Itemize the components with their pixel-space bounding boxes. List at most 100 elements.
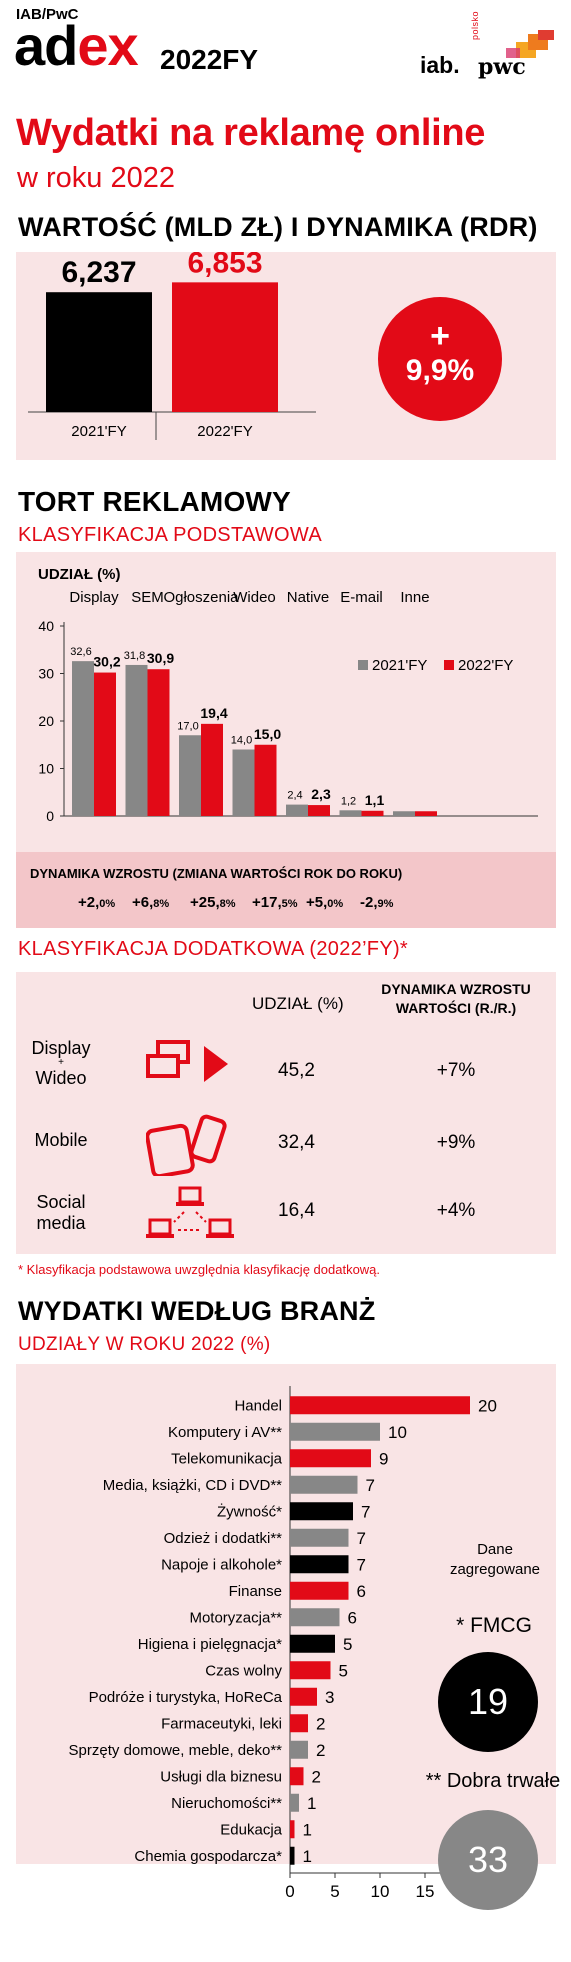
share-y-tick: 40 (38, 618, 54, 634)
iab-logo: iab. (420, 52, 460, 79)
col-growth-header-line1: DYNAMIKA WZROSTU (381, 981, 531, 997)
industry-bar (290, 1740, 308, 1759)
industry-bar (290, 1687, 317, 1706)
growth-value-int: +6, (132, 894, 154, 911)
share-bar-label: 2,4 (287, 790, 302, 802)
industry-bar-label: 2 (316, 1714, 325, 1733)
share-category-label: Display (69, 589, 119, 606)
dynamics-circle: + 9,9% (378, 297, 502, 421)
display-video-icon (146, 1040, 228, 1082)
durable-circle: 33 (438, 1810, 538, 1910)
industry-bar (290, 1422, 380, 1441)
industry-bar (290, 1846, 295, 1865)
share-bar-label: 15,0 (254, 726, 281, 742)
industry-category-label: Motoryzacja** (189, 1609, 282, 1626)
industry-category-label: Media, książki, CD i DVD** (103, 1477, 282, 1494)
share-bar-label: 2,3 (311, 786, 331, 802)
share-bar-label: 30,9 (147, 650, 174, 666)
growth-panel: DYNAMIKA WZROSTU (ZMIANA WARTOŚCI ROK DO… (16, 852, 556, 928)
col-share-header: UDZIAŁ (%) (252, 994, 344, 1013)
industry-category-label: Higiena i pielęgnacja* (138, 1636, 282, 1653)
industry-bar (290, 1396, 470, 1415)
share-bar (94, 672, 116, 816)
extra-row-mobile: Mobile 32,4 +9% (16, 1112, 556, 1182)
iab-country-label: polsko (470, 10, 480, 40)
growth-value-int: +2, (78, 894, 100, 911)
mobile-devices-icon (146, 1114, 227, 1176)
growth-value-int: +25, (190, 894, 220, 911)
extra-panel: UDZIAŁ (%) DYNAMIKA WZROSTU WARTOŚCI (R.… (16, 972, 556, 1254)
industry-bar-label: 6 (357, 1582, 366, 1601)
value-bar (46, 292, 152, 412)
growth-value: +5,0% (306, 894, 343, 911)
share-legend-swatch (358, 660, 368, 670)
industry-category-label: Odzież i dodatki** (164, 1530, 283, 1547)
extra-row-growth: +9% (436, 1132, 476, 1153)
share-y-tick: 20 (38, 713, 54, 729)
fmcg-circle: 19 (438, 1652, 538, 1752)
adex-logo: adex (14, 18, 139, 74)
fmcg-label: * FMCG (456, 1614, 532, 1637)
share-bar-label: 30,2 (93, 654, 120, 670)
adex-logo-ad: ad (14, 14, 78, 77)
pwc-blocks-icon (506, 30, 554, 58)
pie-section-subheading: KLASYFIKACJA PODSTAWOWA (18, 524, 322, 546)
industry-bar (290, 1714, 308, 1733)
industry-category-label: Farmaceutyki, leki (161, 1715, 282, 1732)
share-bar-label: 1,1 (365, 792, 385, 808)
extra-row-label: Display + Wideo (26, 1038, 96, 1088)
industry-bar (290, 1608, 340, 1627)
share-bar-label: 19,4 (200, 705, 227, 721)
share-category-label: SEM (131, 589, 164, 606)
value-section-heading: WARTOŚĆ (MLD ZŁ) I DYNAMIKA (RDR) (18, 212, 538, 242)
industry-category-label: Napoje i alkohole* (161, 1556, 282, 1573)
share-y-tick: 30 (38, 666, 54, 682)
share-bar (339, 810, 362, 816)
industry-panel (16, 1364, 556, 1864)
value-category-label: 2022'FY (197, 423, 252, 440)
industry-x-tick: 15 (416, 1882, 435, 1901)
share-category-label: E-mail (340, 589, 383, 606)
extra-row-growth: +4% (436, 1200, 476, 1221)
extra-row-share: 45,2 (278, 1060, 315, 1081)
share-bar (125, 664, 148, 816)
industry-bar-label: 7 (357, 1555, 366, 1574)
growth-value: +6,8% (132, 894, 169, 911)
industry-bar-label: 7 (361, 1502, 370, 1521)
iab-logo-text: iab. (420, 52, 460, 78)
social-network-icon (146, 1186, 234, 1238)
aggregated-label: Dane zagregowane (440, 1540, 550, 1580)
growth-value: -2,9% (360, 894, 393, 911)
industry-category-label: Edukacja (220, 1821, 282, 1838)
growth-value-dec: 0% (99, 898, 116, 910)
industry-bar-label: 20 (478, 1396, 497, 1415)
durable-label: ** Dobra trwałe (425, 1770, 561, 1792)
period-label: 2022FY (160, 44, 259, 75)
pie-section-heading: TORT REKLAMOWY (18, 486, 291, 517)
industry-bar-label: 1 (307, 1794, 316, 1813)
industry-category-label: Żywność* (217, 1502, 282, 1520)
share-bar (393, 811, 415, 816)
share-panel: UDZIAŁ (%) 0 10 20 30 40 Display 32,6 30,2 SEM 31… (16, 552, 556, 852)
share-bar (232, 749, 255, 816)
industry-bar (290, 1634, 335, 1653)
fmcg-value: 19 (467, 1681, 509, 1722)
value-category-label: 2021'FY (71, 423, 126, 440)
extra-row-label-1: Display (31, 1038, 91, 1058)
share-label: UDZIAŁ (%) (38, 566, 121, 583)
value-bar-label: 6,853 (187, 252, 262, 279)
industry-bar-label: 5 (339, 1661, 348, 1680)
industry-category-label: Nieruchomości** (171, 1795, 282, 1812)
share-bar-chart: 0 10 20 30 40 Display 32,630,2 SEM 31,8 30,9 Ogłos… (38, 589, 538, 824)
growth-value-dec: 8% (219, 898, 236, 910)
industry-bar (290, 1502, 353, 1521)
industry-category-label: Podróże i turystyka, HoReCa (89, 1689, 283, 1706)
industry-bar-label: 2 (312, 1767, 321, 1786)
value-bar-label: 6,237 (61, 256, 136, 289)
share-bar-label: 17,0 (177, 720, 198, 732)
share-bar (308, 805, 330, 816)
industry-bar-label: 3 (325, 1688, 334, 1707)
extra-section-subheading: KLASYFIKACJA DODATKOWA (2022’FY)* (18, 938, 409, 960)
extra-row-label-2: Wideo (35, 1068, 87, 1088)
dynamics-value: 9,9% (405, 354, 475, 387)
